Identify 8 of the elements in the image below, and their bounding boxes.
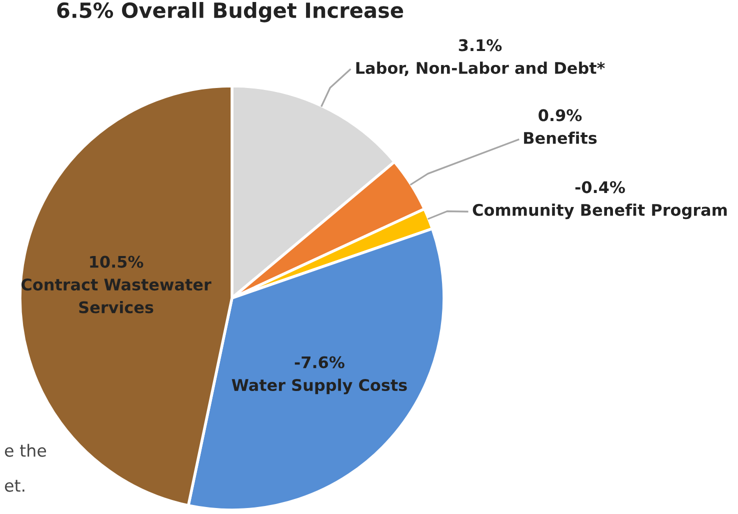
text: et.	[4, 480, 24, 492]
slice-label: -0.4% Community Benefit Program	[472, 181, 727, 220]
slice-label: -7.6% Water Supply Costs	[232, 356, 407, 394]
slice-label: 3.1% Labor, Non-Labor and Debt*	[356, 39, 605, 76]
slice-label: 10.5% Contract Wastewater Services	[21, 256, 212, 314]
chart-title: 6.5% Overall Budget Increase	[57, 2, 404, 22]
text: e the	[4, 444, 46, 457]
slice-label: 0.9% Benefits	[524, 109, 597, 144]
